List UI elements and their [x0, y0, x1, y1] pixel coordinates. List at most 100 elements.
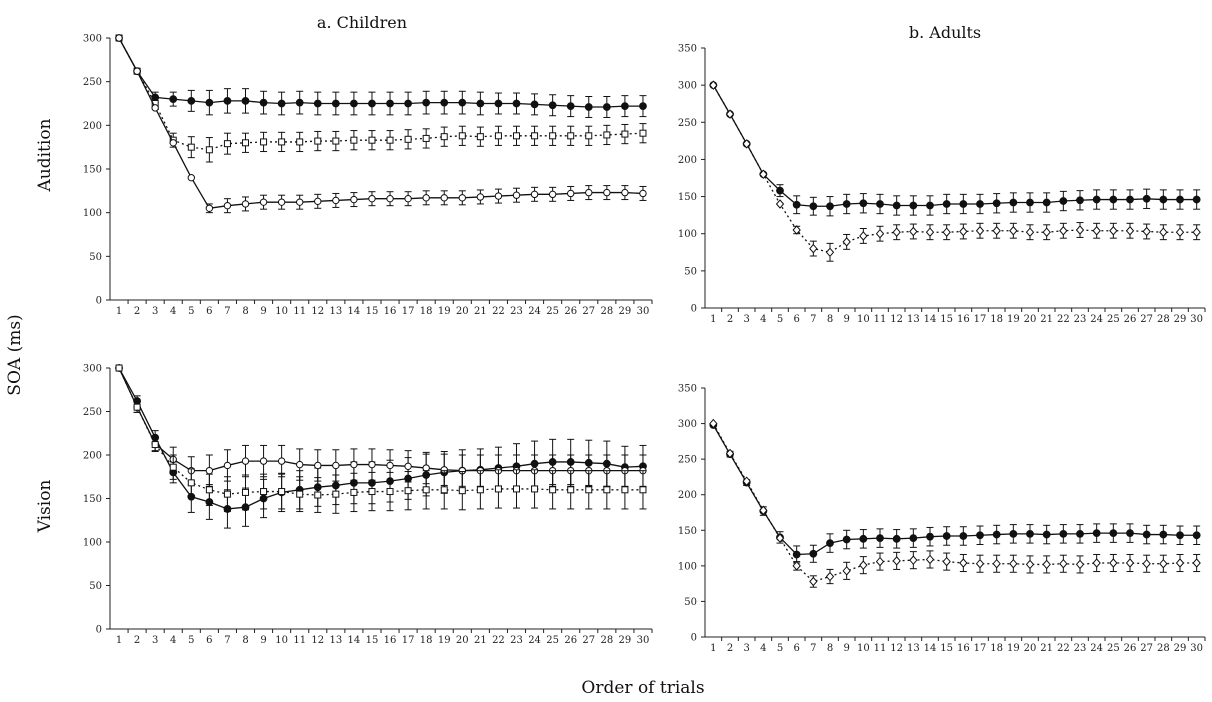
- data-point: [909, 555, 918, 565]
- data-point: [1175, 558, 1185, 568]
- x-tick-label: 7: [810, 643, 816, 654]
- data-point: [476, 133, 484, 141]
- data-point: [223, 140, 231, 148]
- data-point: [259, 98, 268, 107]
- x-tick-label: 24: [1090, 643, 1103, 654]
- data-point: [133, 67, 141, 75]
- x-tick-label: 1: [116, 635, 122, 646]
- x-tick-label: 10: [275, 635, 288, 646]
- data-point: [1075, 225, 1085, 235]
- y-tick-label: 0: [96, 296, 102, 307]
- x-tick-label: 13: [907, 314, 920, 325]
- data-point: [223, 201, 232, 210]
- x-tick-label: 11: [874, 314, 887, 325]
- data-point: [1109, 558, 1118, 568]
- data-point: [1192, 227, 1201, 237]
- data-point: [759, 169, 768, 180]
- data-point: [296, 490, 304, 498]
- data-point: [942, 227, 951, 237]
- y-tick-label: 250: [678, 455, 697, 466]
- data-point: [1076, 529, 1084, 538]
- data-point: [205, 98, 214, 107]
- data-point: [296, 460, 304, 469]
- series-line: [118, 367, 643, 496]
- series-line: [118, 37, 643, 210]
- data-point: [959, 226, 968, 237]
- series-0: [709, 81, 1201, 217]
- data-point: [350, 460, 358, 469]
- data-point: [1159, 195, 1168, 204]
- data-point: [1059, 225, 1068, 236]
- x-tick-label: 16: [957, 314, 970, 325]
- data-point: [725, 448, 735, 459]
- data-point: [1092, 195, 1101, 204]
- data-point: [859, 231, 868, 241]
- data-point: [621, 486, 629, 494]
- data-point: [440, 98, 449, 107]
- x-tick-label: 24: [528, 635, 541, 646]
- x-tick-label: 20: [1024, 643, 1037, 654]
- x-tick-label: 22: [1057, 314, 1070, 325]
- x-tick-label: 4: [760, 643, 766, 654]
- data-point: [422, 194, 430, 202]
- y-tick-label: 200: [678, 155, 697, 166]
- data-point: [1059, 197, 1068, 205]
- data-point: [775, 533, 785, 543]
- x-tick-label: 30: [1190, 314, 1203, 325]
- x-tick-label: 14: [348, 635, 361, 646]
- data-point: [584, 103, 593, 111]
- x-tick-label: 7: [224, 635, 230, 646]
- x-tick-label: 9: [260, 306, 266, 317]
- data-point: [742, 139, 751, 149]
- x-tick-label: 5: [188, 306, 194, 317]
- data-point: [709, 418, 718, 429]
- data-point: [809, 576, 818, 587]
- data-point: [1126, 529, 1134, 538]
- data-point: [494, 99, 503, 108]
- data-point: [350, 136, 358, 144]
- series-line: [118, 37, 643, 151]
- data-point: [1109, 529, 1118, 538]
- series-2: [115, 364, 647, 514]
- x-tick-label: 13: [329, 306, 342, 317]
- data-point: [277, 198, 286, 206]
- data-point: [513, 132, 520, 140]
- x-tick-label: 23: [510, 635, 523, 646]
- data-point: [826, 202, 834, 211]
- x-tick-label: 18: [990, 314, 1003, 325]
- data-point: [386, 136, 394, 144]
- data-point: [530, 190, 539, 199]
- y-tick-label: 200: [83, 451, 102, 462]
- data-point: [1126, 195, 1134, 204]
- data-point: [223, 96, 232, 105]
- data-point: [1092, 225, 1101, 236]
- y-tick-label: 100: [83, 538, 102, 549]
- data-point: [876, 200, 884, 208]
- x-tick-label: 7: [224, 306, 230, 317]
- data-point: [959, 200, 968, 208]
- series-1: [115, 364, 647, 487]
- x-tick-label: 27: [582, 306, 595, 317]
- data-point: [1092, 558, 1101, 568]
- data-point: [992, 225, 1001, 236]
- data-point: [1125, 225, 1135, 236]
- x-tick-label: 29: [619, 306, 632, 317]
- x-tick-label: 8: [827, 643, 833, 654]
- x-tick-label: 13: [907, 643, 920, 654]
- data-point: [169, 463, 177, 471]
- y-tick-label: 300: [678, 419, 697, 430]
- data-point: [278, 138, 286, 146]
- data-point: [277, 99, 286, 108]
- data-point: [205, 466, 214, 475]
- data-point: [1026, 529, 1034, 538]
- data-point: [386, 488, 394, 496]
- x-tick-label: 16: [384, 635, 397, 646]
- x-tick-label: 27: [582, 635, 595, 646]
- x-tick-label: 1: [710, 643, 716, 654]
- data-point: [566, 102, 575, 111]
- x-tick-label: 7: [810, 314, 816, 325]
- x-tick-label: 23: [510, 306, 523, 317]
- y-tick-label: 300: [83, 364, 102, 375]
